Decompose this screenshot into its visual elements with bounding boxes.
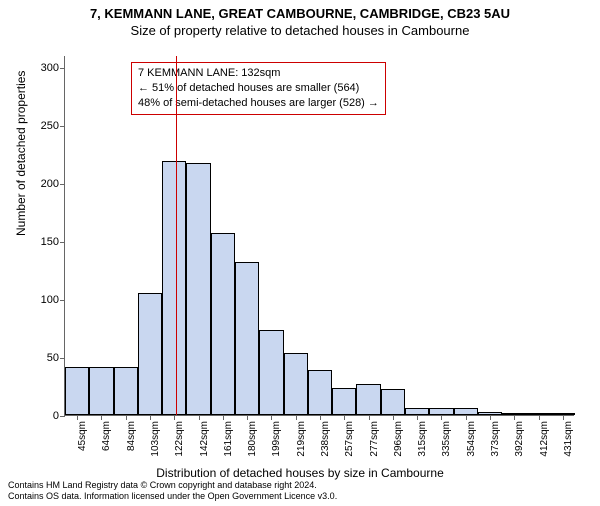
- x-tick-label: 142sqm: [199, 421, 210, 457]
- x-tick-label: 335sqm: [441, 421, 452, 457]
- x-tick-mark: [514, 415, 515, 420]
- y-tick-mark: [60, 242, 65, 243]
- x-tick-mark: [466, 415, 467, 420]
- y-tick-label: 200: [41, 178, 59, 190]
- histogram-bar: [259, 330, 283, 415]
- histogram-bar: [356, 384, 380, 415]
- x-tick-mark: [101, 415, 102, 420]
- histogram-bar: [89, 367, 113, 415]
- x-tick-label: 277sqm: [369, 421, 380, 457]
- histogram-bar: [186, 163, 210, 415]
- x-tick-mark: [320, 415, 321, 420]
- x-tick-label: 84sqm: [126, 421, 137, 451]
- x-tick-label: 354sqm: [466, 421, 477, 457]
- x-tick-mark: [77, 415, 78, 420]
- x-tick-mark: [271, 415, 272, 420]
- x-tick-label: 64sqm: [101, 421, 112, 451]
- y-tick-mark: [60, 126, 65, 127]
- x-tick-mark: [393, 415, 394, 420]
- plot-region: 7 KEMMANN LANE: 132sqm← 51% of detached …: [64, 56, 574, 416]
- x-tick-label: 238sqm: [320, 421, 331, 457]
- x-tick-label: 122sqm: [174, 421, 185, 457]
- y-tick-label: 150: [41, 236, 59, 248]
- histogram-bar: [429, 408, 453, 415]
- property-marker-line: [176, 56, 177, 415]
- x-tick-label: 219sqm: [296, 421, 307, 457]
- x-tick-label: 392sqm: [514, 421, 525, 457]
- x-tick-mark: [223, 415, 224, 420]
- y-tick-label: 100: [41, 294, 59, 306]
- histogram-bar: [235, 262, 259, 415]
- chart-area: 7 KEMMANN LANE: 132sqm← 51% of detached …: [64, 56, 574, 416]
- histogram-bar: [284, 353, 308, 415]
- x-tick-mark: [539, 415, 540, 420]
- histogram-bar: [332, 388, 356, 415]
- x-tick-label: 431sqm: [563, 421, 574, 457]
- histogram-bar: [162, 161, 186, 415]
- x-tick-mark: [174, 415, 175, 420]
- annotation-line: ← 51% of detached houses are smaller (56…: [138, 81, 379, 96]
- x-tick-label: 296sqm: [393, 421, 404, 457]
- x-tick-mark: [369, 415, 370, 420]
- y-tick-mark: [60, 300, 65, 301]
- x-tick-label: 103sqm: [150, 421, 161, 457]
- x-tick-mark: [441, 415, 442, 420]
- x-tick-mark: [417, 415, 418, 420]
- y-tick-label: 0: [53, 410, 59, 422]
- y-tick-mark: [60, 416, 65, 417]
- y-axis-label: Number of detached properties: [14, 71, 28, 236]
- x-tick-mark: [490, 415, 491, 420]
- x-tick-mark: [150, 415, 151, 420]
- x-tick-label: 257sqm: [344, 421, 355, 457]
- x-tick-mark: [344, 415, 345, 420]
- x-tick-mark: [199, 415, 200, 420]
- annotation-line: 48% of semi-detached houses are larger (…: [138, 96, 379, 111]
- x-tick-mark: [296, 415, 297, 420]
- page-title-line2: Size of property relative to detached ho…: [0, 23, 600, 38]
- histogram-bar: [114, 367, 138, 415]
- x-axis-label: Distribution of detached houses by size …: [0, 466, 600, 480]
- histogram-bar: [211, 233, 235, 415]
- histogram-bar: [405, 408, 429, 415]
- annotation-line: 7 KEMMANN LANE: 132sqm: [138, 66, 379, 81]
- histogram-bar: [308, 370, 332, 415]
- y-tick-mark: [60, 358, 65, 359]
- x-tick-label: 161sqm: [223, 421, 234, 457]
- histogram-bar: [454, 408, 478, 415]
- histogram-bar: [65, 367, 89, 415]
- y-tick-label: 300: [41, 62, 59, 74]
- x-tick-mark: [126, 415, 127, 420]
- histogram-bar: [381, 389, 405, 415]
- y-tick-label: 50: [47, 352, 59, 364]
- y-tick-label: 250: [41, 120, 59, 132]
- x-tick-mark: [563, 415, 564, 420]
- annotation-box: 7 KEMMANN LANE: 132sqm← 51% of detached …: [131, 62, 386, 115]
- footer-line-2: Contains OS data. Information licensed u…: [8, 491, 337, 502]
- footer-attribution: Contains HM Land Registry data © Crown c…: [8, 480, 337, 502]
- x-tick-label: 373sqm: [490, 421, 501, 457]
- x-tick-mark: [247, 415, 248, 420]
- footer-line-1: Contains HM Land Registry data © Crown c…: [8, 480, 337, 491]
- x-tick-label: 180sqm: [247, 421, 258, 457]
- x-tick-label: 315sqm: [417, 421, 428, 457]
- page-title-line1: 7, KEMMANN LANE, GREAT CAMBOURNE, CAMBRI…: [0, 6, 600, 21]
- histogram-bar: [138, 293, 162, 415]
- x-tick-label: 199sqm: [271, 421, 282, 457]
- y-tick-mark: [60, 68, 65, 69]
- x-tick-label: 412sqm: [539, 421, 550, 457]
- y-tick-mark: [60, 184, 65, 185]
- x-tick-label: 45sqm: [77, 421, 88, 451]
